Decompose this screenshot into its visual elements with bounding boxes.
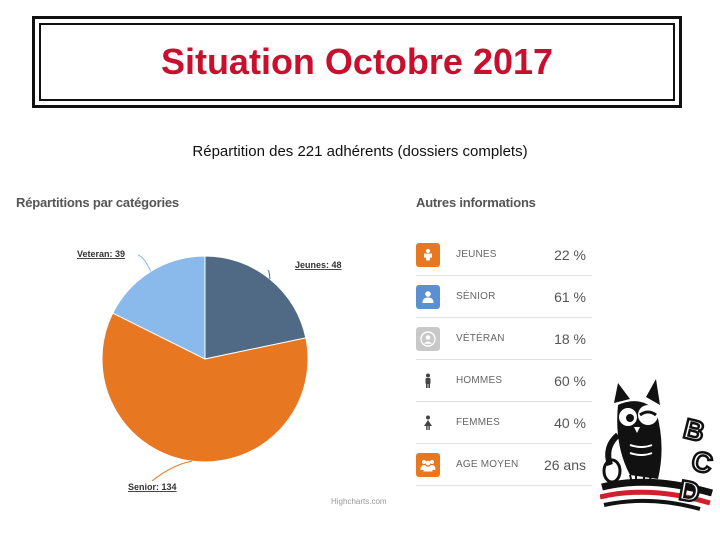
info-list: JEUNES 22 % SÉNIOR 61 % VÉTÉRAN 18 % HOM… [416,234,592,486]
club-logo: B C D [600,379,717,511]
page-subtitle: Répartition des 221 adhérents (dossiers … [192,143,528,160]
data-label-senior: Senior: 134 [128,482,177,492]
woman-icon [416,410,440,435]
info-value: 40 % [554,414,586,431]
info-label: AGE MOYEN [456,459,519,470]
info-row-jeunes: JEUNES 22 % [416,234,592,276]
owl-mascot-icon [602,379,662,486]
info-row-hommes: HOMMES 60 % [416,360,592,402]
title-inner-frame: Situation Octobre 2017 [39,23,675,101]
title-frame: Situation Octobre 2017 [32,16,682,108]
info-row-femmes: FEMMES 40 % [416,402,592,444]
info-row-age-moyen: AGE MOYEN 26 ans [416,444,592,486]
info-value: 61 % [554,288,586,305]
user-icon [416,284,440,309]
info-value: 26 ans [543,456,586,473]
info-label: FEMMES [456,417,500,428]
connector-line [137,254,152,272]
avatar-icon [416,326,440,351]
chart-section-title: Répartitions par catégories [16,195,179,210]
page-title: Situation Octobre 2017 [160,41,554,82]
logo-letter-b: B [681,413,708,448]
data-label-veteran: Veteran: 39 [77,249,125,259]
connector-line [267,270,271,280]
info-label: SÉNIOR [456,291,496,302]
logo-letter-d: D [677,474,702,508]
speed-stripes [600,478,713,511]
connector-line [151,460,192,482]
info-label: JEUNES [456,249,497,260]
info-row-veteran: VÉTÉRAN 18 % [416,318,592,360]
group-icon [416,452,440,477]
logo-letter-c: C [689,445,716,480]
man-icon [416,368,440,393]
info-label: HOMMES [456,375,503,386]
info-section-title: Autres informations [416,195,536,210]
pie-slice-jeunes[interactable] [204,255,307,360]
pie-chart: Jeunes: 48 Senior: 134 Veteran: 39 [77,249,342,492]
info-value: 22 % [554,246,586,263]
info-row-senior: SÉNIOR 61 % [416,276,592,318]
info-value: 60 % [554,372,586,389]
info-value: 18 % [554,330,586,347]
person-icon [416,242,440,267]
chart-credits[interactable]: Highcharts.com [331,497,387,506]
data-label-jeunes: Jeunes: 48 [295,260,342,270]
info-label: VÉTÉRAN [456,333,505,344]
pie-slice-senior[interactable] [101,312,309,463]
